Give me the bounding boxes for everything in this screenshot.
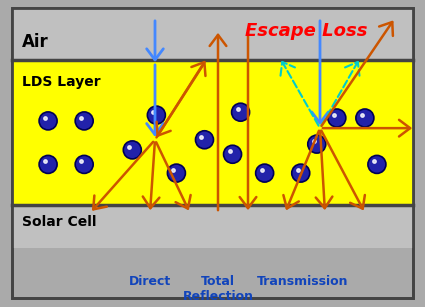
Circle shape bbox=[308, 135, 326, 153]
Circle shape bbox=[196, 131, 213, 149]
Circle shape bbox=[255, 164, 274, 182]
Text: Total
Reflection: Total Reflection bbox=[182, 275, 253, 303]
Circle shape bbox=[328, 109, 346, 127]
Circle shape bbox=[167, 164, 185, 182]
Circle shape bbox=[123, 141, 141, 159]
Text: Solar Cell: Solar Cell bbox=[22, 215, 96, 229]
Text: Transmission: Transmission bbox=[257, 275, 349, 288]
Bar bbox=[12, 8, 413, 60]
Text: Air: Air bbox=[22, 33, 49, 51]
Circle shape bbox=[356, 109, 374, 127]
Bar bbox=[12, 60, 413, 205]
Circle shape bbox=[147, 106, 165, 124]
Text: Direct: Direct bbox=[129, 275, 171, 288]
Circle shape bbox=[368, 155, 386, 173]
Circle shape bbox=[39, 155, 57, 173]
Text: Escape Loss: Escape Loss bbox=[245, 22, 368, 40]
Circle shape bbox=[75, 155, 93, 173]
Circle shape bbox=[75, 112, 93, 130]
Circle shape bbox=[224, 145, 241, 163]
Text: LDS Layer: LDS Layer bbox=[22, 75, 101, 89]
Bar bbox=[12, 205, 413, 248]
Circle shape bbox=[232, 103, 249, 121]
Circle shape bbox=[292, 164, 310, 182]
Circle shape bbox=[39, 112, 57, 130]
